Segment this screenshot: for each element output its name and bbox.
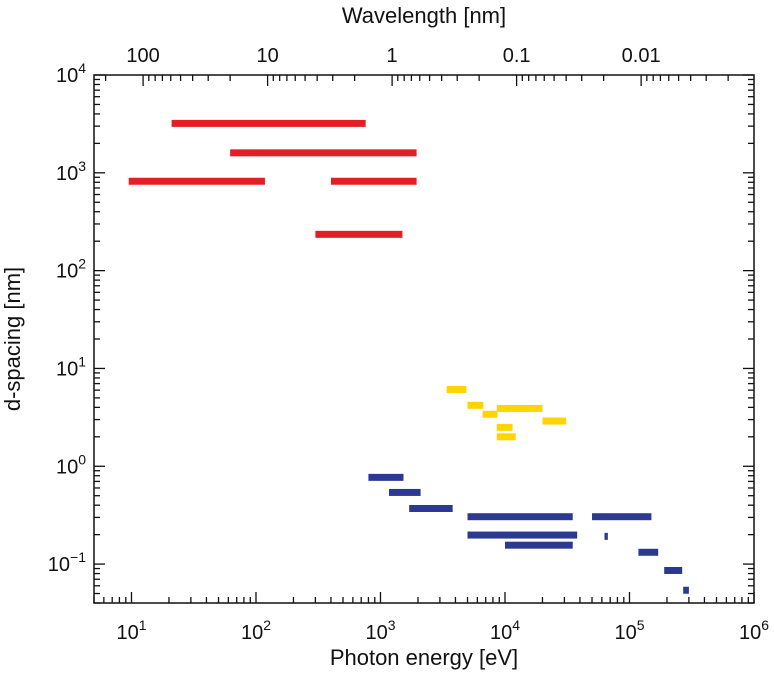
range-bar bbox=[604, 532, 608, 540]
x-tick-label: 104 bbox=[490, 617, 520, 644]
range-bar bbox=[446, 385, 467, 393]
range-bar bbox=[388, 488, 421, 496]
top-axis-title: Wavelength [nm] bbox=[342, 3, 506, 28]
range-bar bbox=[409, 504, 453, 512]
y-axis-title: d-spacing [nm] bbox=[0, 267, 25, 411]
wavelength-tick-label: 100 bbox=[126, 45, 159, 67]
range-bar bbox=[683, 586, 689, 594]
wavelength-tick-label: 0.01 bbox=[622, 45, 661, 67]
range-bar bbox=[482, 410, 498, 418]
range-bar bbox=[592, 513, 652, 521]
range-bar bbox=[467, 401, 484, 409]
y-tick-label: 102 bbox=[56, 256, 86, 283]
wavelength-tick-label: 10 bbox=[256, 45, 278, 67]
y-tick-label: 101 bbox=[56, 353, 86, 380]
range-bar bbox=[496, 423, 513, 431]
range-bar bbox=[315, 230, 403, 238]
range-bar bbox=[467, 531, 578, 539]
range-bar bbox=[496, 433, 516, 441]
range-bar bbox=[128, 177, 265, 185]
range-bar bbox=[504, 541, 573, 549]
range-bar bbox=[330, 177, 417, 185]
range-bar bbox=[542, 417, 567, 425]
x-tick-label: 103 bbox=[365, 617, 395, 644]
range-bar bbox=[664, 566, 683, 574]
range-bar bbox=[368, 473, 404, 481]
x-tick-label: 106 bbox=[739, 617, 769, 644]
range-bar bbox=[467, 513, 573, 521]
range-bar bbox=[171, 119, 366, 127]
x-tick-label: 102 bbox=[241, 617, 271, 644]
tick-marks bbox=[93, 74, 755, 604]
data-bars bbox=[128, 119, 689, 594]
tick-labels: 101 102 103 104 105 10610−1100101102103104100… bbox=[48, 45, 769, 644]
range-bar bbox=[230, 149, 417, 157]
wavelength-tick-label: 1 bbox=[387, 45, 398, 67]
x-tick-label: 105 bbox=[614, 617, 644, 644]
range-bar bbox=[638, 548, 659, 556]
y-tick-label: 10−1 bbox=[48, 549, 86, 576]
plot-area-frame bbox=[93, 74, 755, 604]
wavelength-tick-label: 0.1 bbox=[503, 45, 531, 67]
x-axis-title: Photon energy [eV] bbox=[330, 645, 518, 670]
x-tick-label: 101 bbox=[116, 617, 146, 644]
y-tick-label: 100 bbox=[56, 451, 86, 478]
y-tick-label: 104 bbox=[56, 60, 86, 87]
range-bar bbox=[496, 404, 543, 412]
y-tick-label: 103 bbox=[56, 158, 86, 185]
